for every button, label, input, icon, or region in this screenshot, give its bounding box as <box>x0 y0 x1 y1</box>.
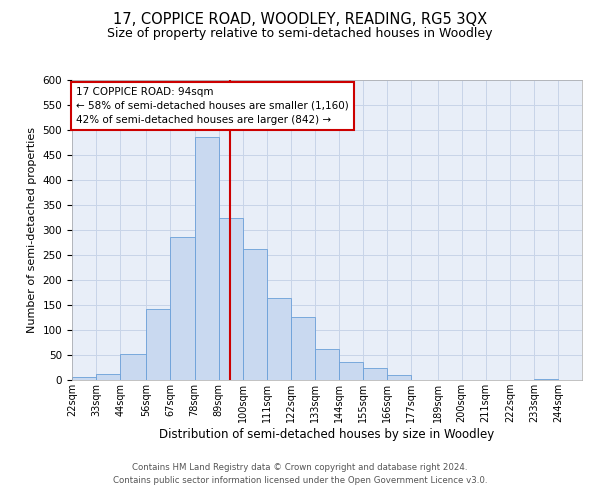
Bar <box>218 218 243 380</box>
Text: 17 COPPICE ROAD: 94sqm
← 58% of semi-detached houses are smaller (1,160)
42% of : 17 COPPICE ROAD: 94sqm ← 58% of semi-det… <box>76 87 349 125</box>
Bar <box>315 348 339 380</box>
Bar <box>339 362 363 380</box>
Bar <box>120 354 146 380</box>
Bar <box>267 298 291 380</box>
Bar <box>72 376 96 380</box>
Y-axis label: Number of semi-detached properties: Number of semi-detached properties <box>27 127 37 333</box>
Bar <box>291 317 315 380</box>
Bar <box>534 379 558 380</box>
Bar <box>170 236 194 380</box>
Bar <box>194 136 218 380</box>
Text: Contains HM Land Registry data © Crown copyright and database right 2024.
Contai: Contains HM Land Registry data © Crown c… <box>113 463 487 485</box>
Bar <box>243 249 267 380</box>
X-axis label: Distribution of semi-detached houses by size in Woodley: Distribution of semi-detached houses by … <box>160 428 494 441</box>
Text: 17, COPPICE ROAD, WOODLEY, READING, RG5 3QX: 17, COPPICE ROAD, WOODLEY, READING, RG5 … <box>113 12 487 28</box>
Bar <box>387 375 411 380</box>
Text: Size of property relative to semi-detached houses in Woodley: Size of property relative to semi-detach… <box>107 28 493 40</box>
Bar <box>363 368 387 380</box>
Bar <box>146 308 170 380</box>
Bar <box>96 374 120 380</box>
